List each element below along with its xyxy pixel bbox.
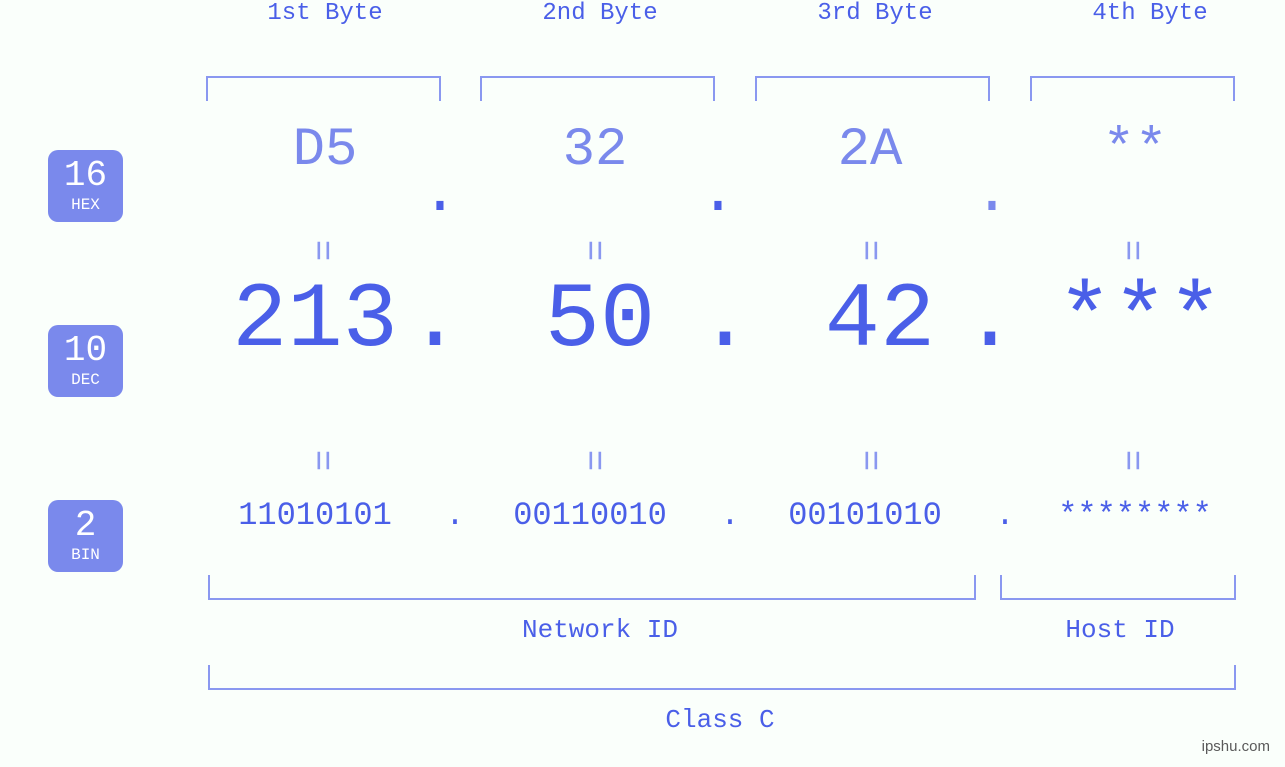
- hex-byte-3: 2A: [825, 120, 915, 181]
- top-bracket-byte-1: [206, 76, 441, 101]
- hex-byte-2: 32: [550, 120, 640, 181]
- badge-dec-num: 10: [48, 333, 123, 369]
- badge-bin-num: 2: [48, 508, 123, 544]
- bin-byte-3: 00101010: [755, 497, 975, 534]
- dec-byte-1: 213: [215, 268, 415, 373]
- bracket-host-id: [1000, 575, 1236, 600]
- bin-byte-1: 11010101: [205, 497, 425, 534]
- badge-dec-label: DEC: [48, 371, 123, 389]
- badge-hex-num: 16: [48, 158, 123, 194]
- bin-dot-2: .: [710, 497, 750, 534]
- equals-upper-4: =: [1110, 240, 1151, 262]
- bin-byte-2: 00110010: [480, 497, 700, 534]
- dec-byte-3: 42: [780, 268, 980, 373]
- bin-dot-3: .: [985, 497, 1025, 534]
- label-class: Class C: [630, 705, 810, 735]
- badge-hex: 16 HEX: [48, 150, 123, 222]
- hex-dot-1: .: [420, 158, 460, 229]
- dec-byte-2: 50: [500, 268, 700, 373]
- bin-byte-4: ********: [1025, 497, 1245, 534]
- hex-byte-1: D5: [280, 120, 370, 181]
- hex-byte-4: **: [1090, 120, 1180, 181]
- hex-dot-3: .: [972, 158, 1012, 229]
- bracket-class: [208, 665, 1236, 690]
- equals-upper-3: =: [848, 240, 889, 262]
- dec-byte-4: ***: [1040, 268, 1240, 373]
- byte-header-1: 1st Byte: [245, 0, 405, 27]
- badge-bin: 2 BIN: [48, 500, 123, 572]
- equals-upper-1: =: [300, 240, 341, 262]
- badge-hex-label: HEX: [48, 196, 123, 214]
- top-bracket-byte-3: [755, 76, 990, 101]
- watermark: ipshu.com: [1202, 738, 1270, 755]
- equals-lower-4: =: [1110, 450, 1151, 472]
- byte-header-3: 3rd Byte: [795, 0, 955, 27]
- byte-header-2: 2nd Byte: [520, 0, 680, 27]
- badge-dec: 10 DEC: [48, 325, 123, 397]
- dec-dot-1: .: [405, 268, 465, 373]
- bracket-network-id: [208, 575, 976, 600]
- label-network-id: Network ID: [500, 615, 700, 645]
- bin-dot-1: .: [435, 497, 475, 534]
- label-host-id: Host ID: [1030, 615, 1210, 645]
- hex-dot-2: .: [698, 158, 738, 229]
- equals-lower-2: =: [572, 450, 613, 472]
- top-bracket-byte-4: [1030, 76, 1235, 101]
- equals-lower-3: =: [848, 450, 889, 472]
- top-bracket-byte-2: [480, 76, 715, 101]
- equals-upper-2: =: [572, 240, 613, 262]
- badge-bin-label: BIN: [48, 546, 123, 564]
- equals-lower-1: =: [300, 450, 341, 472]
- dec-dot-3: .: [960, 268, 1020, 373]
- dec-dot-2: .: [695, 268, 755, 373]
- byte-header-4: 4th Byte: [1070, 0, 1230, 27]
